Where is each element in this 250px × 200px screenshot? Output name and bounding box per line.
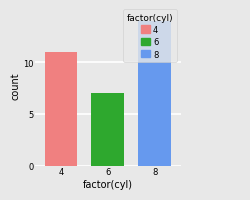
Bar [44,52,77,166]
Bar [138,21,171,166]
Y-axis label: count: count [10,72,20,100]
Bar [91,94,124,166]
Legend: 4, 6, 8: 4, 6, 8 [123,10,176,63]
X-axis label: factor(cyl): factor(cyl) [82,179,132,189]
